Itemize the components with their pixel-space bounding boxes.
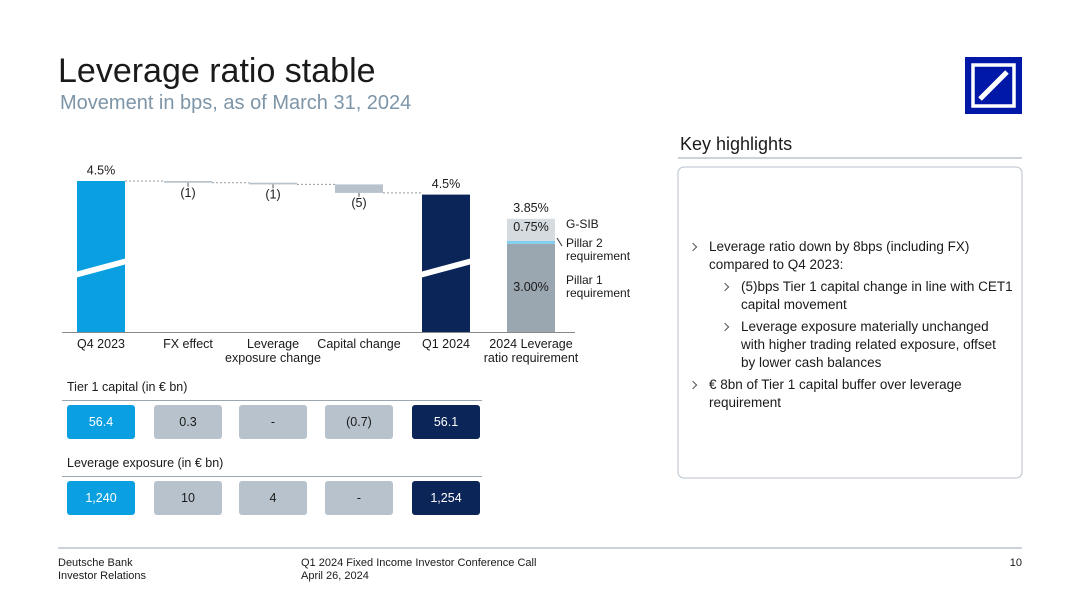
bar [335,184,383,193]
value-label: 4.5% [432,177,461,191]
bar-segment [507,243,555,332]
table-title: Tier 1 capital (in € bn) [67,380,188,394]
leader [556,237,563,247]
table-cell: - [239,405,307,439]
highlights-title: Key highlights [680,134,793,154]
x-tick-label: Q1 2024 [422,337,470,351]
bar [164,181,212,183]
bar-segment [507,240,555,244]
table-cell: 1,254 [412,481,480,515]
page-number: 10 [1009,557,1022,569]
x-tick-label: Q4 2023 [77,337,125,351]
title: Leverage ratio stable [58,52,376,90]
axis-break [75,258,127,278]
highlight-subitem: (5)bps Tier 1 capital change in line wit… [741,279,1013,312]
table-cell: 1,240 [67,481,135,515]
footer-text: April 26, 2024 [301,570,369,582]
value-label: 3.00% [513,280,548,294]
table-cell: 4 [239,481,307,515]
value-label: (1) [180,186,195,200]
bar [77,181,125,332]
footer-text: Deutsche Bank [58,557,133,569]
table-cell: 56.4 [67,405,135,439]
table-cell: 56.1 [412,405,480,439]
footer-left: Deutsche Bank Investor Relations [58,557,146,583]
x-tick-label: FX effect [163,337,213,351]
total-label: 3.85% [513,201,548,215]
value-label: 4.5% [87,163,116,177]
x-tick-label: Leverage exposure change [225,337,321,365]
value-label: (5) [351,196,366,210]
axis-break [420,258,472,278]
table-cell: 10 [154,481,222,515]
highlight-item: Leverage ratio down by 8bps (including F… [709,238,1009,274]
table-cell: 0.3 [154,405,222,439]
legend-label: Pillar 2 requirement [566,236,631,263]
highlight-item: € 8bn of Tier 1 capital buffer over leve… [709,376,1009,412]
bar-segment [507,218,555,241]
table-title: Leverage exposure (in € bn) [67,456,224,470]
subtitle: Movement in bps, as of March 31, 2024 [60,92,412,114]
footer-text: Q1 2024 Fixed Income Investor Conference… [301,557,537,569]
highlight-subitem: Leverage exposure materially unchanged w… [741,318,1013,372]
legend-label: Pillar 1 requirement [566,273,631,300]
footer-text: Investor Relations [58,570,147,582]
logo-slash [978,70,1009,101]
highlights-box [677,166,1023,479]
value-label: (1) [265,188,280,202]
bar [249,182,297,185]
logo-frame [971,63,1016,108]
table-cell: (0.7) [325,405,393,439]
legend-label: G-SIB [566,217,599,231]
x-tick-label: 2024 Leverage ratio requirement [483,337,579,365]
value-label: 0.75% [513,220,548,234]
x-tick-label: Capital change [317,337,401,351]
table-cell: - [325,481,393,515]
footer-center: Q1 2024 Fixed Income Investor Conference… [301,557,536,583]
